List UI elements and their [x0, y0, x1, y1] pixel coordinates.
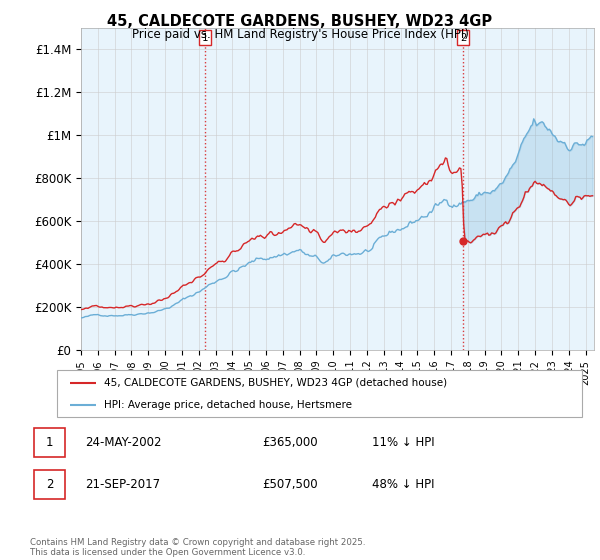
Text: £507,500: £507,500 — [262, 478, 317, 491]
Text: Price paid vs. HM Land Registry's House Price Index (HPI): Price paid vs. HM Land Registry's House … — [131, 28, 469, 41]
Text: 45, CALDECOTE GARDENS, BUSHEY, WD23 4GP: 45, CALDECOTE GARDENS, BUSHEY, WD23 4GP — [107, 14, 493, 29]
Text: 24-MAY-2002: 24-MAY-2002 — [85, 436, 162, 449]
Text: HPI: Average price, detached house, Hertsmere: HPI: Average price, detached house, Hert… — [104, 400, 352, 410]
Text: 48% ↓ HPI: 48% ↓ HPI — [372, 478, 435, 491]
Text: 1: 1 — [46, 436, 53, 449]
Text: 45, CALDECOTE GARDENS, BUSHEY, WD23 4GP (detached house): 45, CALDECOTE GARDENS, BUSHEY, WD23 4GP … — [104, 378, 448, 388]
Text: £365,000: £365,000 — [262, 436, 317, 449]
Text: Contains HM Land Registry data © Crown copyright and database right 2025.
This d: Contains HM Land Registry data © Crown c… — [30, 538, 365, 557]
FancyBboxPatch shape — [34, 470, 65, 499]
Text: 1: 1 — [202, 33, 208, 43]
Text: 2: 2 — [460, 33, 466, 43]
FancyBboxPatch shape — [57, 370, 582, 417]
Text: 11% ↓ HPI: 11% ↓ HPI — [372, 436, 435, 449]
Text: 2: 2 — [46, 478, 53, 491]
FancyBboxPatch shape — [34, 428, 65, 456]
Text: 21-SEP-2017: 21-SEP-2017 — [85, 478, 160, 491]
